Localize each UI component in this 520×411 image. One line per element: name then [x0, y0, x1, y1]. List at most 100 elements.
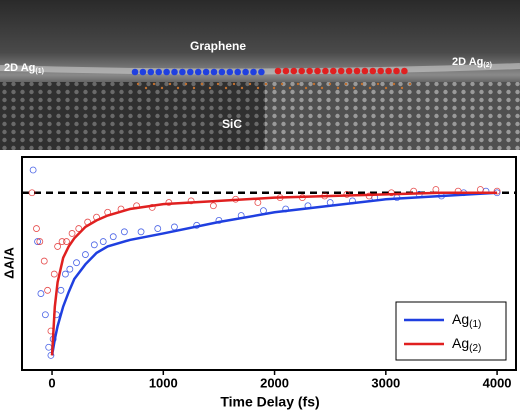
legend-box — [395, 301, 507, 361]
graphene-label: Graphene — [190, 39, 246, 53]
atom-dot — [187, 68, 194, 76]
atom-dot — [192, 86, 196, 90]
data-point — [41, 311, 49, 319]
substrate-right — [265, 82, 520, 150]
atom-dot — [288, 86, 292, 90]
atom-dot — [194, 68, 202, 76]
data-point — [82, 251, 89, 258]
data-point — [63, 238, 70, 245]
x-tick-label: 0 — [48, 375, 55, 390]
atom-dot — [306, 67, 313, 75]
atom-dot — [314, 67, 321, 75]
sic-label: SiC — [222, 117, 242, 131]
atom-dot — [392, 82, 396, 86]
data-point — [58, 238, 66, 245]
atom-dot — [264, 82, 268, 86]
data-point — [187, 197, 195, 205]
atom-dot — [282, 67, 290, 75]
atom-dot — [290, 67, 298, 75]
legend-name: Ag — [452, 311, 469, 327]
x-tick-label: 3000 — [371, 375, 400, 390]
atom-dot — [152, 82, 156, 86]
atom-dot — [344, 82, 348, 86]
data-point — [33, 225, 40, 232]
atom-dot — [385, 67, 392, 75]
micrograph: Graphene SiC 2D Ag(1) 2D Ag(2) — [0, 0, 520, 150]
fit-line — [50, 191, 498, 356]
data-point — [454, 187, 462, 195]
legend-label: Ag(2) — [452, 335, 481, 354]
atom-dot — [330, 67, 337, 75]
atom-dot — [353, 67, 361, 75]
data-point — [493, 187, 501, 195]
plot-area — [28, 166, 501, 359]
data-point — [28, 189, 36, 197]
data-point — [37, 290, 45, 297]
atom-dot — [376, 82, 380, 86]
atom-dot — [393, 67, 400, 75]
data-point — [99, 238, 107, 245]
atom-dot — [218, 68, 226, 76]
y-axis-label: ΔA/A — [1, 247, 16, 279]
atom-dot — [400, 86, 404, 90]
data-point — [44, 286, 51, 294]
atom-dot — [216, 82, 220, 86]
ag2-label: 2D Ag(2) — [452, 56, 492, 69]
data-point — [29, 166, 37, 174]
data-point — [34, 238, 41, 245]
atom-dot — [384, 86, 388, 90]
atom-dot — [337, 67, 345, 75]
data-point — [90, 241, 98, 249]
atom-dot — [336, 86, 340, 90]
atom-dot — [272, 86, 276, 90]
data-point — [61, 270, 69, 278]
atom-dot — [202, 68, 210, 76]
atom-dot — [200, 82, 204, 86]
atom-dot — [240, 86, 244, 90]
atom-dot — [369, 67, 377, 75]
atom-dot — [256, 86, 260, 90]
data-point — [54, 243, 62, 250]
atom-dot — [168, 82, 172, 86]
atom-dot — [171, 68, 178, 76]
data-point — [120, 228, 128, 236]
atom-dot — [147, 68, 155, 76]
atom-dot — [226, 68, 234, 76]
atom-dot — [224, 86, 228, 90]
atom-dot — [176, 86, 180, 90]
atom-dot — [322, 67, 329, 75]
atom-dot — [258, 68, 265, 76]
atom-dot — [136, 82, 140, 86]
data-point — [47, 351, 55, 359]
data-point — [50, 270, 58, 278]
atom-dot — [408, 82, 412, 86]
atom-dot — [304, 86, 308, 90]
atom-dot — [250, 68, 257, 76]
atom-dot — [155, 68, 162, 76]
atom-dot — [163, 68, 170, 76]
x-tick-label: 4000 — [483, 375, 512, 390]
data-point — [68, 230, 76, 237]
legend-sub: (1) — [469, 319, 481, 330]
data-point — [209, 202, 217, 210]
atom-dot — [208, 86, 212, 90]
data-point — [40, 257, 48, 265]
atom-dot — [139, 68, 147, 76]
data-point — [109, 233, 117, 241]
data-point — [387, 189, 395, 197]
atom-dot — [184, 82, 188, 86]
x-axis-label: Time Delay (fs) — [220, 394, 319, 410]
legend-sub: (2) — [469, 343, 481, 354]
substrate-left — [0, 82, 265, 150]
atom-dot — [368, 86, 372, 90]
atom-dot — [312, 82, 316, 86]
atom-dot — [210, 68, 218, 76]
data-point — [154, 225, 162, 232]
atom-dot — [361, 67, 369, 75]
atom-dot — [160, 86, 164, 90]
atom-dot — [377, 67, 385, 75]
data-point — [66, 265, 74, 273]
atom-dot — [296, 82, 300, 86]
atom-dot — [234, 68, 241, 76]
data-point — [36, 238, 44, 245]
